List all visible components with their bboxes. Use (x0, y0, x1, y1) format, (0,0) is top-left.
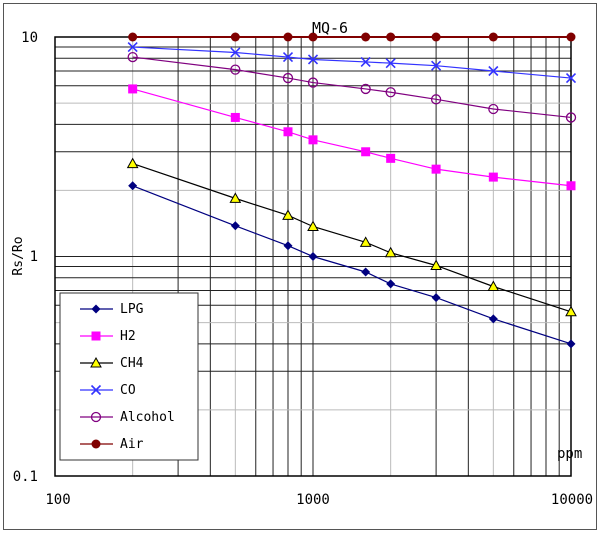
data-point (566, 181, 576, 191)
data-point (307, 54, 319, 65)
legend: LPG H2 CH4 CO Alcohol Air (59, 292, 199, 461)
data-point (308, 135, 318, 145)
y-axis-label: Rs/Ro (11, 236, 26, 275)
data-point (308, 32, 318, 42)
data-point (308, 252, 318, 261)
legend-marker (90, 411, 102, 423)
series-line (132, 56, 572, 119)
legend-label: CH4 (120, 356, 144, 371)
data-point (282, 209, 294, 220)
legend-marker (91, 439, 101, 449)
data-point (128, 181, 138, 191)
x-tick-label: 100 (45, 492, 70, 508)
data-point (566, 339, 576, 349)
x-tick-label: 10000 (551, 492, 593, 508)
x-tick-label: 1000 (296, 492, 330, 508)
data-point (488, 65, 499, 77)
data-point (230, 221, 240, 231)
data-point (431, 60, 442, 71)
data-point (386, 279, 396, 289)
data-point (230, 112, 240, 122)
data-point (128, 84, 138, 94)
data-point (360, 83, 371, 95)
data-point (361, 32, 371, 42)
data-point (487, 280, 500, 292)
data-point (488, 172, 498, 182)
y-tick-label: 0.1 (13, 469, 38, 485)
legend-label: LPG (120, 302, 144, 317)
y-tick-label: 1 (30, 249, 38, 265)
data-point (430, 94, 442, 105)
data-point (431, 32, 441, 42)
data-point (431, 293, 441, 303)
series-ch4 (126, 157, 577, 317)
data-point (565, 72, 577, 84)
legend-marker (91, 304, 101, 314)
data-point (282, 52, 294, 63)
legend-label: H2 (120, 329, 136, 344)
data-point (488, 32, 498, 42)
legend-label: Air (120, 437, 144, 452)
legend-marker (90, 356, 102, 368)
chart-title: MQ-6 (312, 19, 348, 37)
chart-frame (3, 3, 597, 530)
data-point (386, 153, 396, 163)
series-lpg (128, 181, 576, 349)
data-point (360, 56, 371, 67)
data-point (566, 32, 576, 42)
data-point (230, 47, 241, 58)
series-co (127, 41, 577, 84)
data-point (283, 32, 293, 42)
series-line (132, 163, 572, 313)
data-point (307, 77, 319, 88)
legend-label: CO (120, 383, 136, 398)
legend-box (59, 292, 199, 461)
series-air (128, 32, 576, 42)
data-point (126, 157, 139, 169)
y-tick-label: 10 (21, 30, 38, 46)
data-point (384, 246, 397, 258)
series-alcohol (127, 51, 577, 123)
data-point (488, 314, 498, 324)
data-point (283, 127, 293, 137)
series-h2 (128, 84, 576, 191)
data-point (361, 267, 371, 277)
data-point (282, 72, 294, 84)
data-point (430, 259, 442, 270)
x-axis-label: ppm (557, 446, 582, 462)
data-point (385, 58, 396, 69)
data-point (128, 32, 138, 42)
data-point (359, 236, 372, 247)
data-point (361, 147, 371, 157)
data-point (283, 241, 293, 251)
data-point (230, 32, 240, 42)
data-point (565, 305, 577, 317)
legend-marker (90, 384, 102, 396)
series-line (132, 46, 572, 79)
data-point (565, 112, 577, 123)
data-point (230, 64, 241, 75)
data-point (431, 164, 441, 174)
data-point (127, 41, 138, 53)
data-point (488, 103, 499, 115)
legend-marker (91, 331, 101, 341)
data-point (385, 87, 396, 98)
legend-label: Alcohol (120, 410, 175, 425)
data-point (307, 220, 319, 231)
data-point (127, 51, 138, 63)
data-point (229, 192, 242, 203)
data-point (386, 32, 396, 42)
